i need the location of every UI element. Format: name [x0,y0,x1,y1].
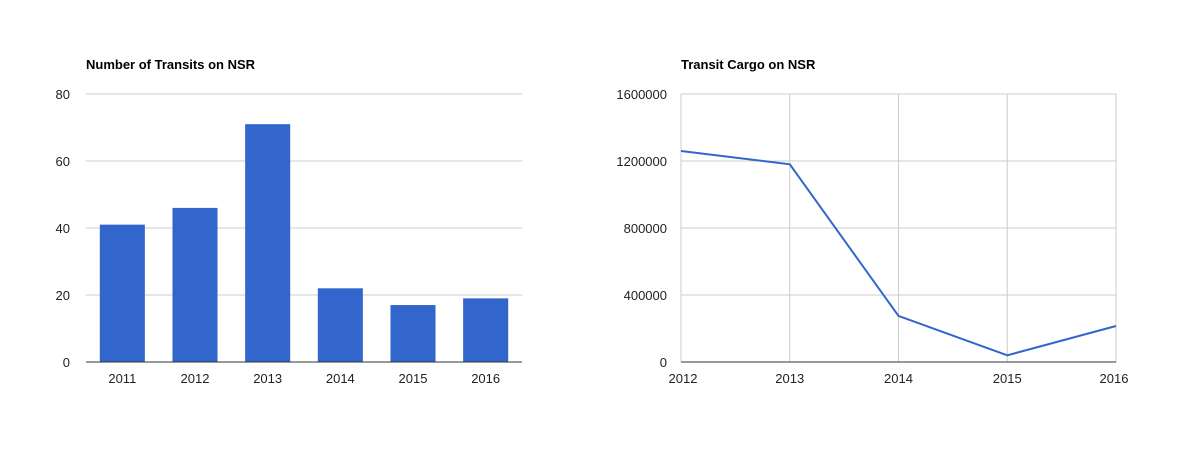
bar-2014 [317,288,363,362]
bar-2012 [172,207,218,362]
line-x-tick-label: 2012 [669,371,698,386]
bar-2016 [463,298,509,362]
bar-y-tick-label: 60 [56,154,70,169]
bar-x-tick-label: 2011 [108,371,136,386]
line-x-tick-label: 2014 [884,371,913,386]
bar-y-tick-label: 40 [56,221,70,236]
bar-x-tick-label: 2014 [326,371,355,386]
bar-y-tick-label: 80 [56,87,70,102]
line-x-tick-label: 2013 [775,371,804,386]
bar-chart-title: Number of Transits on NSR [86,57,256,72]
line-chart-gridlines [680,93,1117,362]
line-x-tick-label: 2016 [1100,371,1129,386]
bar-2015 [390,305,436,362]
line-y-tick-label: 1600000 [616,87,667,102]
bar-2011 [99,224,145,362]
bar-x-tick-label: 2015 [399,371,428,386]
line-y-tick-label: 0 [660,355,667,370]
bar-chart-y-axis: 0 20 40 60 80 [56,87,70,370]
cargo-line-chart: Transit Cargo on NSR 0 400000 800000 120000… [616,57,1128,386]
line-chart-x-axis: 2012 2013 2014 2015 2016 [669,371,1129,386]
bar-x-tick-label: 2013 [253,371,282,386]
bar-x-tick-label: 2016 [471,371,500,386]
bar-y-tick-label: 20 [56,288,70,303]
line-y-tick-label: 1200000 [616,154,667,169]
line-y-tick-label: 400000 [624,288,667,303]
bar-chart-x-axis: 2011 2012 2013 2014 2015 2016 [108,371,500,386]
bar-x-tick-label: 2012 [181,371,210,386]
line-chart-y-axis: 0 400000 800000 1200000 1600000 [616,87,667,370]
bar-chart-bars [99,124,509,363]
bar-2013 [245,124,291,363]
bar-y-tick-label: 0 [63,355,70,370]
transits-bar-chart: Number of Transits on NSR 0 20 40 60 80 2011… [56,57,522,386]
line-chart-series [680,150,1117,357]
line-chart-title: Transit Cargo on NSR [681,57,816,72]
bar-chart-gridlines [86,93,522,296]
line-y-tick-label: 800000 [624,221,667,236]
line-x-tick-label: 2015 [993,371,1022,386]
